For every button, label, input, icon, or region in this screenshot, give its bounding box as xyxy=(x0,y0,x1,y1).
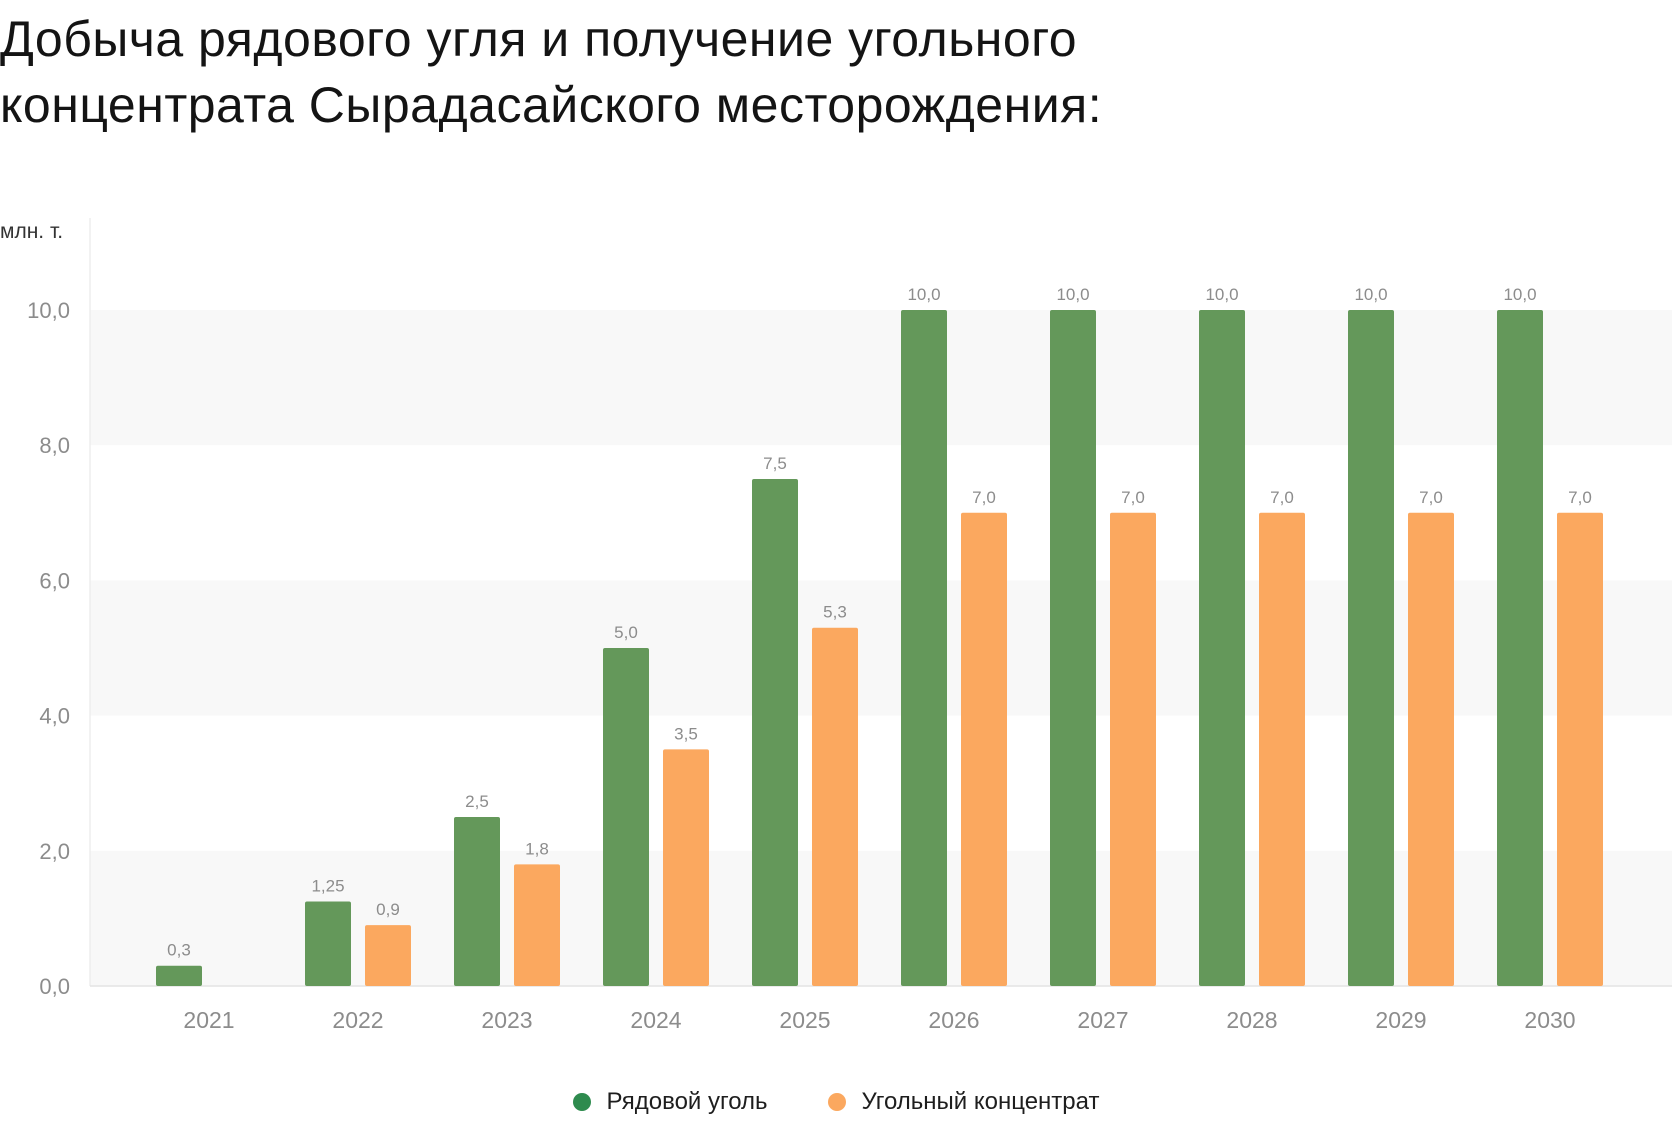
bar-raw-coal-2024[interactable] xyxy=(603,648,649,986)
data-label-raw-coal-2029: 10,0 xyxy=(1354,285,1387,304)
data-label-raw-coal-2030: 10,0 xyxy=(1503,285,1536,304)
legend-item-coal-concentrate[interactable]: Угольный концентрат xyxy=(827,1088,1100,1116)
chart-title: Добыча рядового угля и получение угольно… xyxy=(0,6,1672,138)
legend-label-raw-coal: Рядовой уголь xyxy=(606,1088,768,1115)
bar-coal-concentrate-2030[interactable] xyxy=(1557,512,1603,986)
bar-raw-coal-2022[interactable] xyxy=(305,901,351,987)
bar-raw-coal-2029[interactable] xyxy=(1348,310,1394,986)
y-tick-label: 8,0 xyxy=(39,433,70,458)
x-tick-label-2026: 2026 xyxy=(928,1007,979,1033)
data-label-coal-concentrate-2023: 1,8 xyxy=(525,839,549,858)
data-label-coal-concentrate-2024: 3,5 xyxy=(674,724,698,743)
data-label-coal-concentrate-2025: 5,3 xyxy=(823,603,847,622)
data-label-raw-coal-2023: 2,5 xyxy=(465,792,489,811)
bar-coal-concentrate-2028[interactable] xyxy=(1259,512,1305,986)
bar-coal-concentrate-2023[interactable] xyxy=(514,864,560,986)
x-tick-label-2029: 2029 xyxy=(1375,1007,1426,1033)
data-label-raw-coal-2027: 10,0 xyxy=(1056,285,1089,304)
grid-band xyxy=(90,310,1672,446)
bar-coal-concentrate-2026[interactable] xyxy=(961,512,1007,986)
x-tick-label-2025: 2025 xyxy=(779,1007,830,1033)
legend-item-raw-coal[interactable]: Рядовой уголь xyxy=(572,1088,768,1116)
data-label-coal-concentrate-2022: 0,9 xyxy=(376,900,400,919)
bar-coal-concentrate-2024[interactable] xyxy=(663,749,709,986)
bar-raw-coal-2026[interactable] xyxy=(901,310,947,986)
x-tick-label-2028: 2028 xyxy=(1226,1007,1277,1033)
data-label-coal-concentrate-2030: 7,0 xyxy=(1568,488,1592,507)
bar-raw-coal-2021[interactable] xyxy=(156,965,202,986)
data-label-raw-coal-2028: 10,0 xyxy=(1205,285,1238,304)
data-label-coal-concentrate-2029: 7,0 xyxy=(1419,488,1443,507)
data-label-coal-concentrate-2026: 7,0 xyxy=(972,488,996,507)
chart-title-line-2: концентрата Сырадасайского месторождения… xyxy=(0,77,1103,133)
data-label-raw-coal-2021: 0,3 xyxy=(167,941,191,960)
legend-swatch-coal-concentrate xyxy=(827,1093,846,1111)
x-tick-label-2030: 2030 xyxy=(1524,1007,1575,1033)
legend-swatch-raw-coal xyxy=(572,1093,591,1111)
legend: Рядовой уголь Угольный концентрат xyxy=(0,1088,1672,1116)
bar-coal-concentrate-2029[interactable] xyxy=(1408,512,1454,986)
x-tick-label-2022: 2022 xyxy=(332,1007,383,1033)
y-tick-label: 10,0 xyxy=(27,298,70,323)
bar-coal-concentrate-2025[interactable] xyxy=(812,627,858,986)
bar-coal-concentrate-2027[interactable] xyxy=(1110,512,1156,986)
bar-raw-coal-2025[interactable] xyxy=(752,479,798,986)
data-label-coal-concentrate-2028: 7,0 xyxy=(1270,488,1294,507)
x-axis-ticks: 2021 2022 2023 2024 2025 2026 2027 2028 2029 2030 xyxy=(183,1007,1575,1033)
bar-coal-concentrate-2022[interactable] xyxy=(365,925,411,986)
x-tick-label-2027: 2027 xyxy=(1077,1007,1128,1033)
x-tick-label-2021: 2021 xyxy=(183,1007,234,1033)
data-label-raw-coal-2025: 7,5 xyxy=(763,454,787,473)
y-axis-ticks: 0,0 2,0 4,0 6,0 8,0 10,0 xyxy=(27,298,70,999)
y-axis-unit-label: млн. т. xyxy=(0,220,63,243)
data-label-raw-coal-2022: 1,25 xyxy=(311,877,344,896)
y-tick-label: 0,0 xyxy=(39,974,70,999)
bar-raw-coal-2030[interactable] xyxy=(1497,310,1543,986)
data-label-raw-coal-2026: 10,0 xyxy=(907,285,940,304)
x-tick-label-2024: 2024 xyxy=(630,1007,681,1033)
y-tick-label: 2,0 xyxy=(39,839,70,864)
bar-raw-coal-2028[interactable] xyxy=(1199,310,1245,986)
bar-raw-coal-2027[interactable] xyxy=(1050,310,1096,986)
legend-label-coal-concentrate: Угольный концентрат xyxy=(861,1088,1100,1115)
x-tick-label-2023: 2023 xyxy=(481,1007,532,1033)
data-label-raw-coal-2024: 5,0 xyxy=(614,623,638,642)
bar-chart: млн. т. 0,0 2,0 4,0 6,0 8,0 10,0 0,3 1,25 0,9 2,… xyxy=(0,218,1672,1033)
data-label-coal-concentrate-2027: 7,0 xyxy=(1121,488,1145,507)
y-tick-label: 4,0 xyxy=(39,704,70,729)
y-tick-label: 6,0 xyxy=(39,568,70,593)
chart-title-line-1: Добыча рядового угля и получение угольно… xyxy=(0,11,1078,67)
bars: 0,3 1,25 0,9 2,5 1,8 5,0 3,5 7,5 5,3 10,0 7,0 10,0 7… xyxy=(156,285,1603,986)
bar-raw-coal-2023[interactable] xyxy=(454,817,500,986)
